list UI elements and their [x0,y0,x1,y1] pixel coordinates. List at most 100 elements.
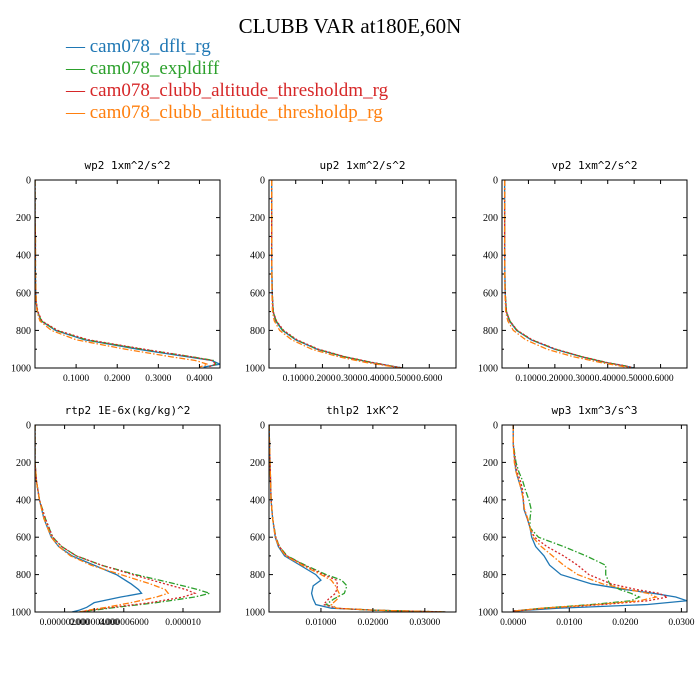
y-tick-label: 1000 [11,364,31,375]
series-line-2 [503,180,635,368]
x-tick-label: 0.1000 [515,374,541,384]
y-tick-label: 600 [250,288,265,299]
series-group [269,425,446,612]
panel-2: up2 1xm^2/s^2 0 200 400 600 800 1000 0.1000 0.20… [245,159,457,384]
y-tick-label: 600 [483,288,498,299]
x-tick-label: 0.2000 [309,374,335,384]
x-tick-label: 0.3000 [568,374,594,384]
panel-1: wp2 1xm^2/s^2 0 200 400 600 800 1000 0.1000 0.20… [11,159,221,384]
axes-frame [34,179,221,369]
x-tick-label: 0.0300 [668,618,694,628]
series-line-2 [35,180,217,368]
x-tick-label: 0.4000 [363,374,389,384]
series-line-3 [35,180,218,368]
series-line-1 [512,425,687,612]
series-group [35,425,213,612]
x-tick-label: 0.4000 [595,374,621,384]
x-tick-label: 0.0000 [500,618,526,628]
legend-label-dflt: cam078_dflt_rg [89,36,211,57]
y-tick-label: 800 [483,326,498,337]
panel-3: vp2 1xm^2/s^2 0 200 400 600 800 1000 0.1000 0.20… [478,159,688,384]
series-line-3 [35,425,197,612]
x-tick-label: 0.03000 [409,618,440,628]
x-tick-label: 0.1000 [63,374,89,384]
y-tick-label: 1000 [478,608,498,619]
y-tick-label: 0 [26,176,31,187]
x-tick-label: 0.000010 [165,618,201,628]
y-tick-label: 1000 [478,364,498,375]
x-tick-label: 0.3000 [145,374,171,384]
y-tick-label: 0 [493,176,498,187]
figure-title: CLUBB VAR at180E,60N [238,14,462,38]
legend-label-expldiff: cam078_expldiff [89,58,220,79]
x-tick-label: 0.000006000 [99,618,149,628]
series-line-2 [35,425,213,612]
y-tick-label: 1000 [11,608,31,619]
x-tick-label: 0.02000 [357,618,388,628]
y-tick-label: 200 [16,458,31,469]
x-tick-label: 0.000002000 [40,618,90,628]
series-line-3 [269,425,446,612]
panel-title: up2 1xm^2/s^2 [319,159,405,172]
y-tick-label: 800 [16,326,31,337]
y-tick-label: 400 [483,495,498,506]
x-tick-label: 0.3000 [336,374,362,384]
series-group [512,425,687,612]
y-tick-label: 0 [493,421,498,432]
series-line-4 [503,180,632,368]
legend-item-thresholdm: — cam078_clubb_altitude_thresholdm_rg [66,80,389,101]
axes-frame [268,424,457,613]
y-tick-label: 0 [260,176,265,187]
y-tick-label: 400 [250,495,265,506]
series-line-3 [512,425,670,612]
series-group [503,180,635,368]
series-line-1 [269,425,446,612]
legend-label-thresholdm: cam078_clubb_altitude_thresholdm_rg [89,80,389,101]
series-line-2 [512,425,641,612]
y-tick-label: 400 [250,251,265,262]
y-tick-label: 400 [16,251,31,262]
legend-item-expldiff: — cam078_expldiff [66,58,220,79]
x-tick-label: 0.5000 [621,374,647,384]
series-line-4 [35,180,210,368]
series-line-1 [35,180,220,368]
y-tick-label: 800 [250,570,265,581]
y-tick-label: 1000 [245,608,265,619]
y-tick-label: 600 [16,533,31,544]
x-tick-label: 0.000004000 [69,618,119,628]
y-tick-label: 800 [250,326,265,337]
series-line-4 [269,425,446,612]
y-tick-label: 800 [483,570,498,581]
series-line-3 [503,180,635,368]
x-tick-label: 0.6000 [416,374,442,384]
y-tick-label: 600 [16,288,31,299]
x-tick-label: 0.1000 [283,374,309,384]
x-tick-label: 0.5000 [390,374,416,384]
axes-frame [501,179,688,369]
x-tick-label: 0.4000 [186,374,212,384]
panel-title: rtp2 1E-6x(kg/kg)^2 [65,404,191,417]
x-tick-label: 0.2000 [104,374,130,384]
y-tick-label: 800 [16,570,31,581]
y-tick-label: 600 [483,533,498,544]
x-tick-label: 0.0200 [612,618,638,628]
axes-frame [34,424,221,613]
y-tick-label: 200 [250,213,265,224]
y-tick-label: 600 [250,533,265,544]
y-tick-label: 400 [16,495,31,506]
series-line-1 [503,180,635,368]
x-tick-label: 0.2000 [542,374,568,384]
y-tick-label: 1000 [245,364,265,375]
series-line-3 [271,180,403,368]
x-tick-label: 0.0100 [556,618,582,628]
panel-title: wp2 1xm^2/s^2 [84,159,170,172]
series-line-4 [35,425,170,612]
panel-title: vp2 1xm^2/s^2 [551,159,637,172]
panel-title: wp3 1xm^3/s^3 [551,404,637,417]
y-tick-label: 200 [250,458,265,469]
series-group [271,180,403,368]
legend-item-dflt: — cam078_dflt_rg [66,36,211,57]
y-tick-label: 400 [483,251,498,262]
